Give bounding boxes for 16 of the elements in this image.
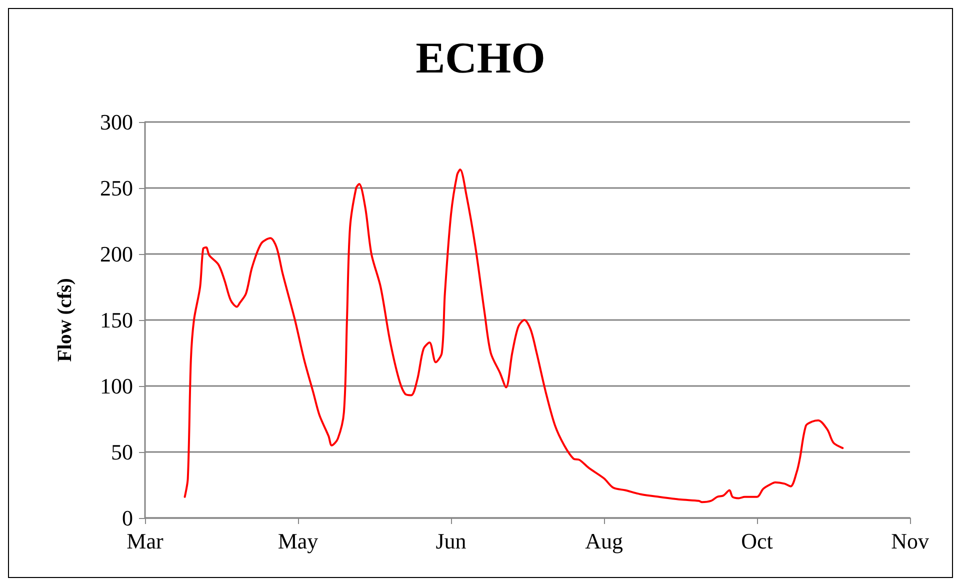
y-axis-title: Flow (cfs) <box>54 278 76 362</box>
x-tick-label: Nov <box>891 528 929 554</box>
y-tick-label: 200 <box>100 242 133 266</box>
line-series <box>184 168 844 504</box>
y-tick-label: 250 <box>100 176 133 200</box>
chart-title: ECHO <box>416 34 546 82</box>
y-tick-label: 100 <box>100 374 133 398</box>
x-tick-label: May <box>278 528 318 554</box>
y-tick-label: 0 <box>122 506 133 530</box>
x-tick-label: Jun <box>436 528 466 554</box>
x-tick-label: Oct <box>741 528 773 554</box>
y-tick-label: 50 <box>111 440 133 464</box>
y-tick-label: 300 <box>100 110 133 134</box>
x-tick-label: Mar <box>126 528 164 554</box>
x-tick-label: Aug <box>585 528 623 554</box>
y-tick-label: 150 <box>100 308 133 332</box>
